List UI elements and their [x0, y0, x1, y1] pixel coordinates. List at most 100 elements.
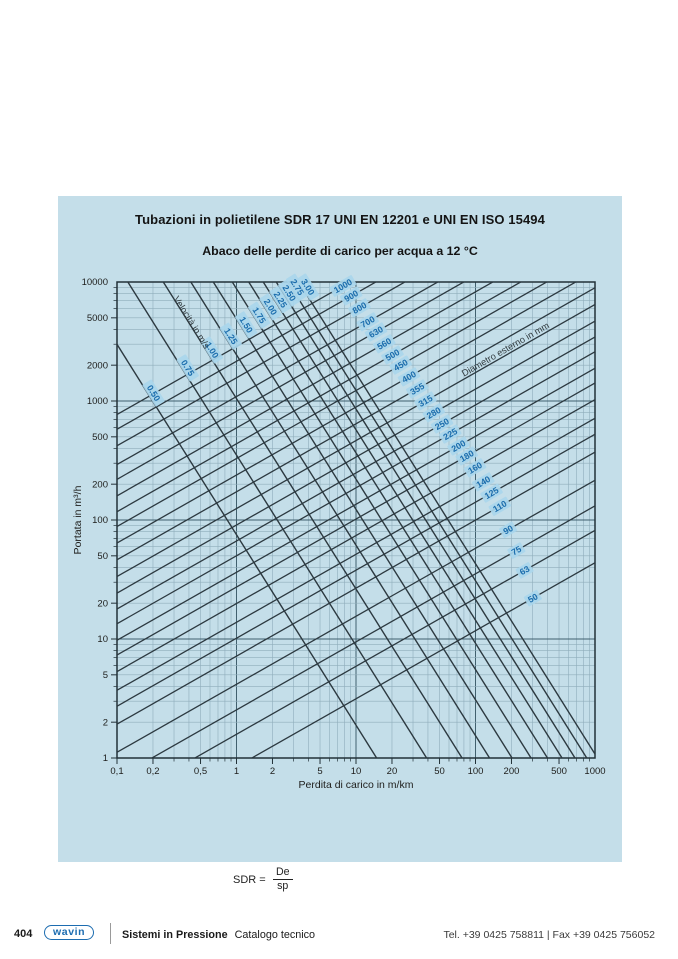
axis-title-y: Portata in m³/h: [72, 485, 84, 554]
y-tick-label: 50: [97, 551, 108, 562]
diameter-label: 50: [523, 589, 542, 607]
velocity-label-bg: [248, 301, 271, 329]
x-tick-label: 1: [234, 766, 239, 777]
footer-divider: [110, 923, 111, 944]
diameter-label-bg: [397, 367, 421, 387]
wavin-logo: wavin: [44, 925, 95, 940]
velocity-line-1: [162, 282, 463, 758]
diameter-label-text: 75: [510, 544, 524, 558]
diameter-label-bg: [364, 322, 388, 342]
contact-info: Tel. +39 0425 758811 | Fax +39 0425 7560…: [443, 929, 655, 941]
catalog-title-regular: Catalogo tecnico: [234, 929, 316, 941]
formula-lhs: SDR =: [233, 873, 266, 886]
diameter-label-bg: [356, 312, 380, 332]
formula-fraction: De sp: [272, 866, 293, 893]
velocity-line-2.75: [287, 282, 588, 758]
plot-border: [116, 281, 596, 759]
velocity-label-bg: [176, 354, 199, 382]
diameter-line-225: [117, 351, 595, 625]
diameter-label: 75: [507, 542, 526, 559]
diameter-label: 63: [515, 562, 534, 579]
diameter-label-bg: [515, 562, 534, 579]
velocity-label: 1.25: [219, 322, 242, 350]
diameter-label-bg: [455, 446, 479, 466]
x-tick-label: 0,5: [194, 766, 207, 777]
catalog-line: Sistemi in Pressione Catalogo tecnico: [122, 929, 315, 941]
formula-sdr: SDR = De sp: [233, 866, 293, 893]
catalog-title-bold: Sistemi in Pressione: [122, 929, 228, 941]
diameter-line-90: [117, 479, 595, 754]
diameter-line-315: [117, 303, 595, 578]
diameter-label-bg: [472, 472, 495, 492]
diameter-label-text: 90: [501, 523, 515, 537]
diameter-label-text: 63: [518, 564, 532, 578]
velocity-label-bg: [200, 336, 224, 364]
velocity-line-0.5: [117, 343, 378, 758]
diameter-line-180: [117, 382, 595, 656]
diameter-label-bg: [463, 458, 487, 478]
x-tick-label: 1000: [584, 766, 605, 777]
x-tick-label: 50: [434, 766, 445, 777]
curve-labels: 0.500.751.001.251.501.752.002.252.502.75…: [142, 273, 542, 607]
velocity-label-bg: [296, 273, 319, 301]
y-tick-label: 100: [92, 515, 108, 526]
velocity-line-2: [247, 282, 549, 758]
diameter-line-355: [117, 287, 595, 561]
diameter-label-bg: [447, 436, 470, 456]
x-tick-label: 200: [504, 766, 520, 777]
y-tick-label: 1: [103, 753, 108, 764]
tick-labels: 0,1 0,2 0,5 1 2 5 10 20 50 100 200 500 1000100005000…: [82, 277, 606, 777]
y-tick-label: 200: [92, 479, 108, 490]
diameter-label-text: 50: [526, 591, 540, 605]
velocity-label-bg: [235, 311, 258, 339]
velocity-label-bg: [269, 286, 292, 314]
diameter-label-bg: [430, 414, 454, 434]
diameter-label-bg: [381, 345, 404, 365]
diameter-label-bg: [480, 483, 503, 503]
y-tick-label: 1000: [87, 396, 108, 407]
velocity-label-bg: [278, 279, 301, 307]
velocity-line-2.25: [262, 282, 563, 758]
diameter-lines: [117, 282, 595, 758]
diameter-line-400: [117, 282, 578, 544]
y-tick-label: 5000: [87, 313, 108, 324]
chart-title: Tubazioni in polietilene SDR 17 UNI EN 1…: [135, 212, 545, 227]
velocity-label-bg: [286, 273, 309, 301]
x-tick-label: 500: [551, 766, 567, 777]
y-tick-label: 2000: [87, 360, 108, 371]
diameter-line-800: [117, 282, 407, 447]
y-tick-label: 10: [97, 634, 108, 645]
diameter-line-280: [117, 320, 595, 594]
diameter-label-bg: [523, 589, 542, 607]
y-tick-label: 2: [103, 717, 108, 728]
velocity-line-0.75: [127, 282, 428, 758]
diameter-label-bg: [507, 542, 526, 559]
diameter-line-125: [117, 433, 595, 707]
diameter-label-bg: [339, 286, 363, 306]
diameter-label-bg: [405, 379, 429, 399]
diameter-line-50: [250, 561, 595, 758]
diameter-label-bg: [438, 424, 462, 444]
diameter-line-200: [117, 367, 595, 642]
x-tick-label: 10: [351, 766, 362, 777]
velocity-lines: [117, 282, 595, 758]
fraction-bar: [272, 879, 293, 881]
velocity-line-2.5: [275, 282, 576, 758]
x-tick-label: 20: [387, 766, 398, 777]
fraction-denominator: sp: [277, 880, 289, 893]
diameter-label-bg: [499, 521, 518, 538]
chart-canvas: 0,1 0,2 0,5 1 2 5 10 20 50 100 200 500 1000100005000…: [72, 273, 606, 791]
diameter-line-250: [117, 336, 595, 610]
velocity-label-bg: [142, 379, 165, 407]
velocity-series-title: Velocità in m/s: [171, 294, 211, 350]
diameter-label-bg: [372, 334, 396, 354]
diameter-line-63: [193, 529, 595, 758]
diameter-line-500: [117, 282, 523, 513]
velocity-label: 0.50: [142, 379, 165, 407]
x-tick-label: 2: [270, 766, 275, 777]
axis-title-x: Perdita di carico in m/km: [299, 779, 414, 791]
velocity-label-bg: [219, 322, 242, 350]
diameter-line-560: [117, 282, 495, 497]
diameter-label: 90: [499, 521, 518, 538]
x-tick-label: 5: [317, 766, 322, 777]
